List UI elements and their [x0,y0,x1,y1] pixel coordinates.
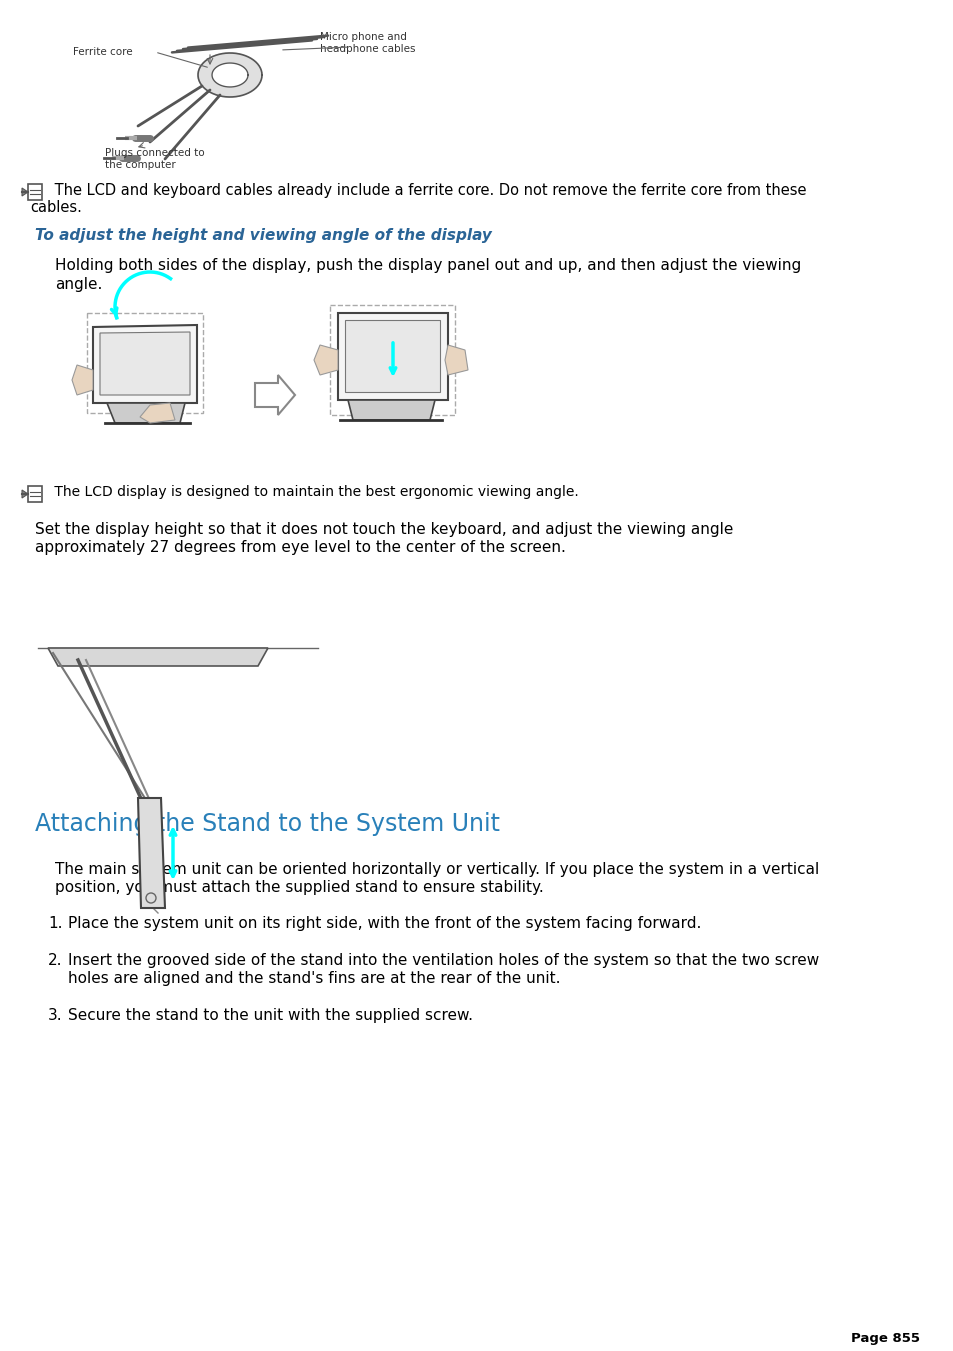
Text: Page 855: Page 855 [850,1332,919,1346]
Text: position, you must attach the supplied stand to ensure stability.: position, you must attach the supplied s… [55,880,543,894]
Polygon shape [92,326,196,403]
Polygon shape [71,365,92,394]
Text: angle.: angle. [55,277,102,292]
Polygon shape [314,345,337,376]
Polygon shape [48,648,268,666]
Polygon shape [138,798,165,908]
Text: Holding both sides of the display, push the display panel out and up, and then a: Holding both sides of the display, push … [55,258,801,273]
Text: Plugs connected to
the computer: Plugs connected to the computer [105,149,204,170]
Polygon shape [22,188,28,196]
Polygon shape [140,403,174,423]
Text: 1.: 1. [48,916,63,931]
Polygon shape [348,400,435,420]
Text: The LCD and keyboard cables already include a ferrite core. Do not remove the fe: The LCD and keyboard cables already incl… [50,182,805,199]
Polygon shape [100,332,190,394]
Text: holes are aligned and the stand's fins are at the rear of the unit.: holes are aligned and the stand's fins a… [68,971,560,986]
Text: To adjust the height and viewing angle of the display: To adjust the height and viewing angle o… [35,228,492,243]
Polygon shape [444,345,468,376]
Polygon shape [198,53,262,97]
Polygon shape [22,490,28,499]
Text: approximately 27 degrees from eye level to the center of the screen.: approximately 27 degrees from eye level … [35,540,565,555]
Polygon shape [107,403,185,423]
Text: Attaching the Stand to the System Unit: Attaching the Stand to the System Unit [35,812,499,836]
Text: Micro phone and
headphone cables: Micro phone and headphone cables [319,32,416,54]
Text: The LCD display is designed to maintain the best ergonomic viewing angle.: The LCD display is designed to maintain … [50,485,578,499]
Polygon shape [212,63,248,86]
Text: Set the display height so that it does not touch the keyboard, and adjust the vi: Set the display height so that it does n… [35,521,733,536]
Text: 2.: 2. [48,952,63,969]
Polygon shape [337,313,448,400]
Text: Place the system unit on its right side, with the front of the system facing for: Place the system unit on its right side,… [68,916,700,931]
Text: Insert the grooved side of the stand into the ventilation holes of the system so: Insert the grooved side of the stand int… [68,952,819,969]
Polygon shape [254,376,294,415]
Text: Ferrite core: Ferrite core [73,47,132,57]
Text: cables.: cables. [30,200,82,215]
Text: The main system unit can be oriented horizontally or vertically. If you place th: The main system unit can be oriented hor… [55,862,819,877]
Text: 3.: 3. [48,1008,63,1023]
Polygon shape [345,320,439,392]
Text: Secure the stand to the unit with the supplied screw.: Secure the stand to the unit with the su… [68,1008,473,1023]
